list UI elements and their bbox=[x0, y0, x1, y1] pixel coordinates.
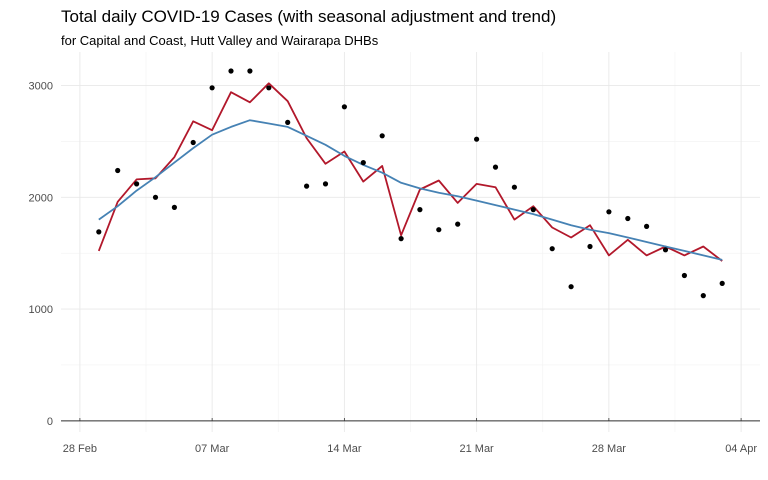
data-point bbox=[700, 293, 706, 299]
data-point bbox=[492, 164, 499, 170]
data-point bbox=[360, 160, 366, 166]
seasonally-adjusted-line bbox=[97, 82, 723, 262]
data-point bbox=[247, 68, 253, 74]
data-point bbox=[190, 139, 196, 146]
data-point bbox=[436, 227, 442, 233]
x-tick-label: 28 Feb bbox=[63, 443, 97, 455]
y-tick-label: 2000 bbox=[29, 192, 53, 204]
data-point bbox=[398, 236, 404, 242]
data-point bbox=[304, 183, 310, 189]
data-point bbox=[606, 209, 612, 215]
data-point bbox=[644, 223, 650, 229]
x-tick-label: 07 Mar bbox=[195, 443, 230, 455]
y-tick-label: 1000 bbox=[29, 304, 53, 316]
data-point bbox=[417, 207, 423, 213]
data-point bbox=[379, 133, 385, 139]
data-point bbox=[549, 246, 555, 252]
data-point bbox=[568, 284, 574, 290]
data-point bbox=[587, 243, 593, 250]
data-point bbox=[530, 207, 536, 213]
data-point bbox=[134, 181, 140, 187]
data-point bbox=[152, 194, 159, 200]
data-point bbox=[719, 280, 725, 286]
y-tick-label: 3000 bbox=[29, 81, 53, 93]
y-tick-label: 0 bbox=[47, 416, 53, 428]
trend-line bbox=[98, 119, 723, 261]
data-point bbox=[115, 167, 121, 174]
chart-title: Total daily COVID-19 Cases (with seasona… bbox=[61, 7, 557, 26]
data-point bbox=[96, 229, 102, 235]
data-point bbox=[322, 181, 329, 187]
x-tick-label: 04 Apr bbox=[725, 443, 757, 455]
x-tick-label: 14 Mar bbox=[327, 443, 362, 455]
x-tick-label: 28 Mar bbox=[592, 443, 627, 455]
data-point bbox=[285, 119, 291, 125]
data-point bbox=[455, 221, 461, 227]
data-point bbox=[625, 215, 631, 222]
data-point bbox=[681, 272, 688, 279]
data-point bbox=[474, 136, 480, 142]
data-point bbox=[266, 85, 272, 91]
data-point bbox=[511, 184, 517, 190]
data-point bbox=[662, 247, 669, 253]
chart-subtitle: for Capital and Coast, Hutt Valley and W… bbox=[61, 33, 379, 48]
x-tick-label: 21 Mar bbox=[459, 443, 494, 455]
data-point bbox=[209, 85, 215, 91]
data-point bbox=[341, 104, 347, 110]
data-point bbox=[228, 68, 234, 74]
data-point bbox=[171, 204, 177, 210]
